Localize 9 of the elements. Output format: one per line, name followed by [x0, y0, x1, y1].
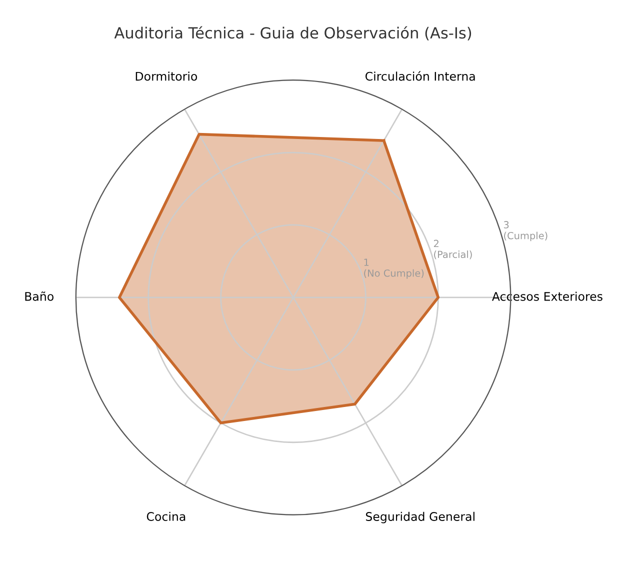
spoke-label: Baño [25, 292, 54, 301]
spoke-label: Dormitorio [136, 72, 198, 81]
y-tick-label: 2 (Parcial) [434, 240, 472, 260]
spoke-label: Circulación Interna [366, 71, 475, 81]
spoke-label: Seguridad General [366, 512, 474, 524]
y-tick-label: 3 (Cumple) [504, 221, 548, 242]
y-tick-label: 1 (No Cumple) [364, 258, 424, 279]
chart-title: Auditoria Técnica - Guia de Observación (As-Is) [114, 26, 472, 40]
spoke-label: Cocina [146, 512, 186, 521]
